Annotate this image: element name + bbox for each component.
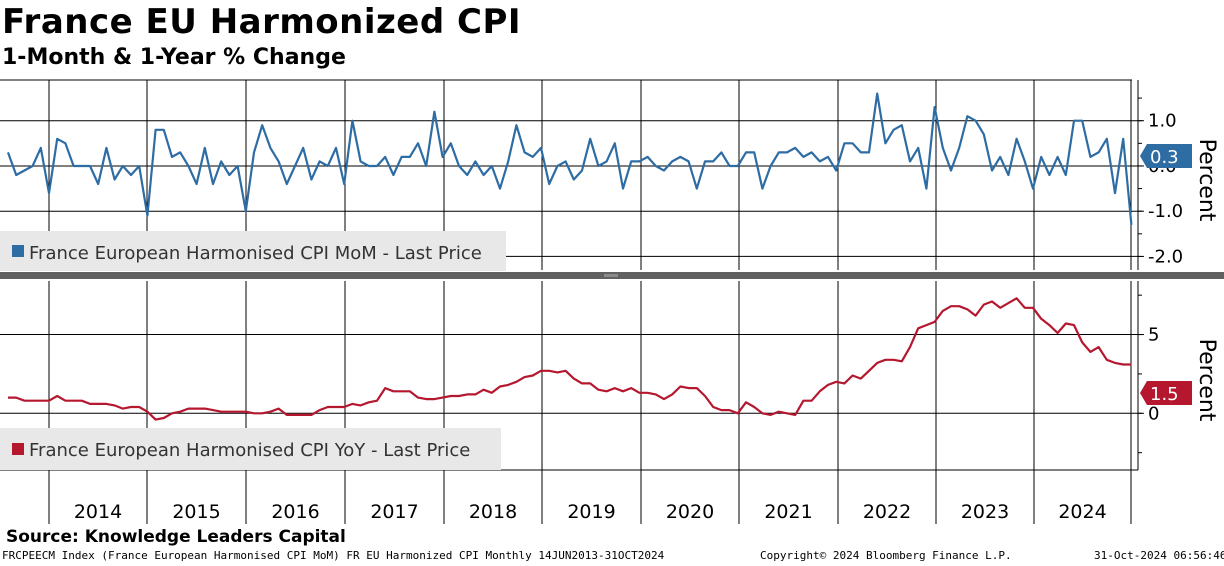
legend-yoy-box <box>0 428 501 470</box>
yoy-last-value-badge: 1.5 <box>1140 381 1192 405</box>
x-tick-label: 2021 <box>764 501 812 523</box>
footer-copyright: Copyright© 2024 Bloomberg Finance L.P. <box>760 549 1012 562</box>
x-tick-label: 2014 <box>74 501 122 523</box>
legend-mom-box <box>0 231 506 271</box>
x-tick-label: 2015 <box>172 501 220 523</box>
chart-subtitle: 1-Month & 1-Year % Change <box>2 45 346 70</box>
y-tick-label: 1.0 <box>1148 111 1177 132</box>
series-line-mom <box>6 92 1133 225</box>
x-tick-label: 2018 <box>469 501 517 523</box>
x-tick-label: 2024 <box>1058 501 1106 523</box>
x-tick-label: 2022 <box>863 501 911 523</box>
x-tick-label: 2023 <box>961 501 1009 523</box>
legend-mom-label: France European Harmonised CPI MoM - Las… <box>29 243 482 264</box>
mom-last-value: 0.3 <box>1150 147 1179 168</box>
bottom-y-axis: 05 <box>1138 294 1159 454</box>
x-tick-label: 2016 <box>271 501 319 523</box>
source-note: Source: Knowledge Leaders Capital <box>6 527 346 547</box>
bottom-y-axis-title: Percent <box>1194 339 1219 422</box>
y-tick-label: 5 <box>1148 325 1159 346</box>
yoy-last-value: 1.5 <box>1150 384 1179 405</box>
y-tick-label: 0 <box>1148 403 1159 424</box>
top-panel-mom: France European Harmonised CPI MoM - Las… <box>0 92 1219 271</box>
legend-yoy-swatch <box>12 443 24 455</box>
x-tick-label: 2020 <box>666 501 714 523</box>
top-y-axis: -2.0-1.00.01.0 <box>1138 97 1183 267</box>
chart-title: France EU Harmonized CPI <box>2 2 522 42</box>
top-y-axis-title: Percent <box>1194 139 1219 222</box>
footer-timestamp: 31-Oct-2024 06:56:46 <box>1094 549 1224 562</box>
legend-mom-swatch <box>12 245 24 257</box>
bottom-panel-yoy: France European Harmonised CPI YoY - Las… <box>0 294 1219 470</box>
footer-series-info: FRCPEECM Index (France European Harmonis… <box>2 549 665 562</box>
legend-yoy-label: France European Harmonised CPI YoY - Las… <box>29 440 470 461</box>
x-axis: 2014 2015 2016 2017 2018 2019 2020 2021 2022 2023… <box>48 470 1132 524</box>
series-line-yoy <box>8 297 1132 421</box>
mom-last-value-badge: 0.3 <box>1140 144 1192 168</box>
x-tick-label: 2017 <box>370 501 418 523</box>
y-tick-label: -1.0 <box>1148 201 1183 222</box>
x-tick-label: 2019 <box>567 501 615 523</box>
y-tick-label: -2.0 <box>1148 246 1183 267</box>
panel-divider-handle[interactable] <box>604 274 618 277</box>
